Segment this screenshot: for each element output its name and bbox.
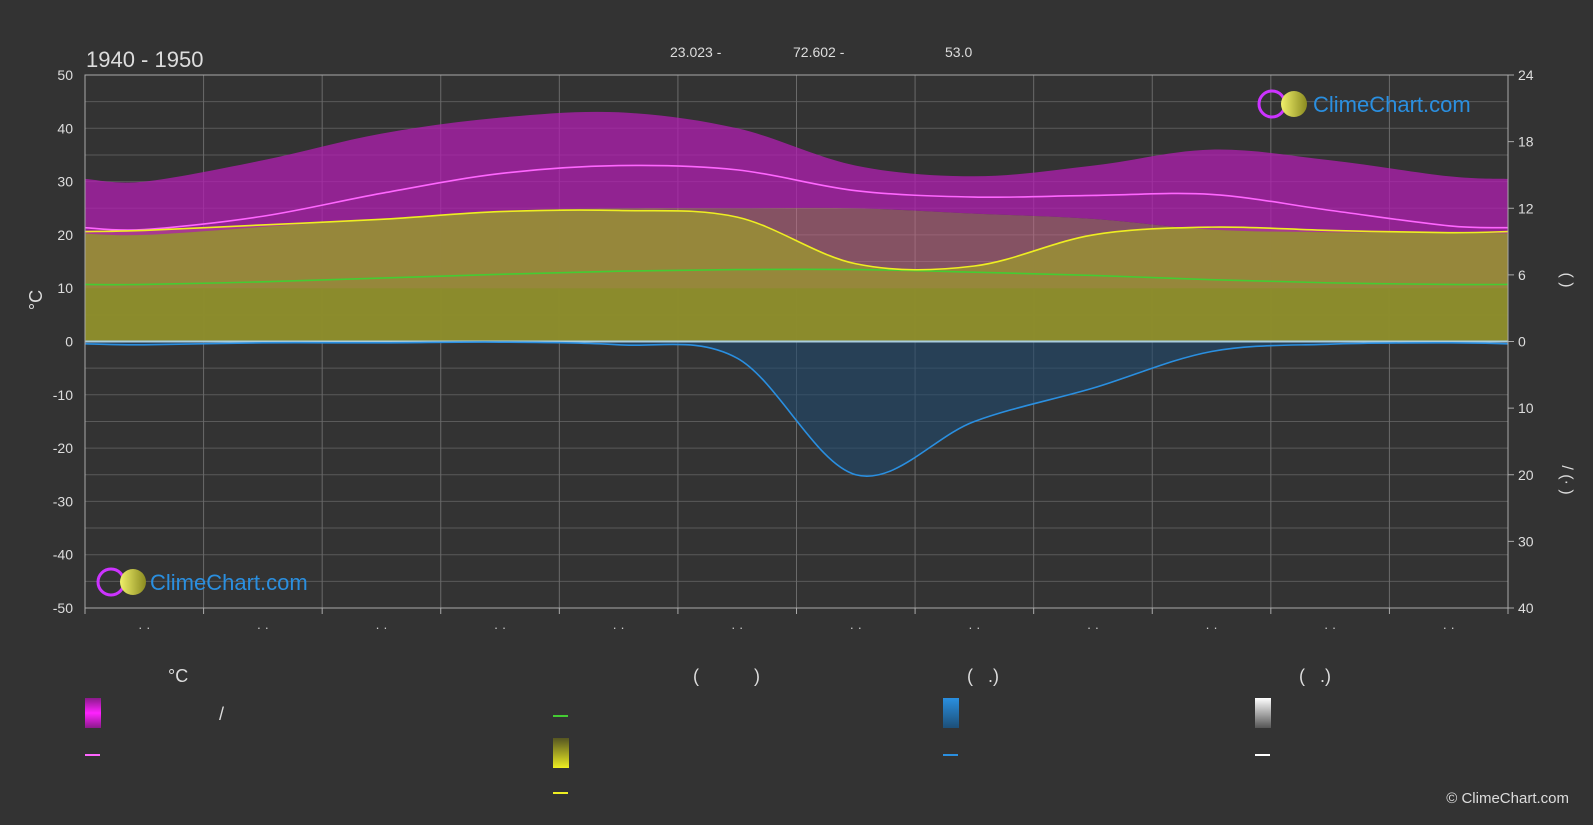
rain-area <box>85 341 1508 477</box>
legend-swatch-daylight-line <box>553 715 568 717</box>
max-temp-line <box>84 164 1509 231</box>
right-top-tick-label: 12 <box>1518 200 1534 216</box>
x-tick-label: · · <box>1087 620 1099 635</box>
header-value-2: 72.602 - <box>793 44 845 60</box>
left-tick-label: 40 <box>57 120 73 136</box>
legend-header-rain: ( .) <box>967 666 999 686</box>
legend-header-temperature: °C <box>168 666 189 686</box>
left-tick-label: 50 <box>57 67 73 83</box>
x-tick-label: · · <box>968 620 980 635</box>
x-tick-label: · · <box>731 620 743 635</box>
logo-top-right[interactable]: ClimeChart.com <box>1257 89 1471 119</box>
left-tick-label: -40 <box>53 547 73 563</box>
sunshine-line <box>84 209 1509 271</box>
logo-bottom-left[interactable]: ClimeChart.com <box>96 567 308 597</box>
right-axis-bottom-label: / (· ) <box>1558 465 1575 494</box>
left-tick-label: -20 <box>53 440 73 456</box>
legend-header-snow: ( .) <box>1299 666 1331 686</box>
logo-sun-icon <box>1281 91 1307 117</box>
rainfall-line <box>84 341 1509 477</box>
legend-swatch-snow-line <box>1255 754 1270 756</box>
legend-swatch-sunshine <box>553 738 569 768</box>
x-tick-label: · · <box>257 620 269 635</box>
left-tick-label: -30 <box>53 493 73 509</box>
logo-text: ClimeChart.com <box>1313 92 1471 117</box>
temp-range-area <box>85 111 1508 236</box>
daylight-line <box>84 268 1509 286</box>
right-top-tick-label: 18 <box>1518 134 1534 150</box>
x-tick-label: · · <box>1205 620 1217 635</box>
right-bottom-tick-label: 30 <box>1518 533 1534 549</box>
left-tick-label: 0 <box>65 334 73 350</box>
left-tick-label: 30 <box>57 174 73 190</box>
legend-swatch-rain <box>943 698 959 728</box>
climate-chart: 50 40 30 20 10 0 -10 -20 -30 -40 -50 24 18 12 6 0 10 20 30… <box>26 44 1575 635</box>
left-tick-label: 10 <box>57 280 73 296</box>
legend-swatch-snow <box>1255 698 1271 728</box>
left-axis-label: °C <box>26 290 46 310</box>
legend-swatch-max-temp-line <box>85 754 100 756</box>
left-tick-label: 20 <box>57 227 73 243</box>
x-tick-label: · · <box>850 620 862 635</box>
right-top-tick-label: 0 <box>1518 334 1526 350</box>
x-tick-label: · · <box>1324 620 1336 635</box>
x-tick-label: · · <box>612 620 624 635</box>
legend-slash: / <box>219 704 225 724</box>
right-bottom-tick-label: 10 <box>1518 400 1534 416</box>
legend-swatch-temp-range <box>85 698 101 728</box>
logo-sun-icon <box>120 569 146 595</box>
x-tick-label: · · <box>375 620 387 635</box>
left-tick-label: -50 <box>53 600 73 616</box>
right-bottom-tick-label: 40 <box>1518 600 1534 616</box>
right-top-tick-label: 24 <box>1518 67 1534 83</box>
x-tick-label: · · <box>494 620 506 635</box>
legend-header-sun: ( ) <box>693 666 760 686</box>
right-top-tick-label: 6 <box>1518 267 1526 283</box>
header-value-1: 23.023 - <box>670 44 722 60</box>
legend-swatch-rain-line <box>943 754 958 756</box>
left-tick-label: -10 <box>53 387 73 403</box>
header-value-3: 53.0 <box>945 44 972 60</box>
legend-swatch-sunshine-line <box>553 792 568 794</box>
copyright: © ClimeChart.com <box>1446 790 1569 807</box>
x-tick-label: · · <box>138 620 150 635</box>
chart-title: 1940 - 1950 <box>86 47 203 72</box>
x-tick-label: · · <box>1443 620 1455 635</box>
logo-text: ClimeChart.com <box>150 570 308 595</box>
right-axis-top-label: ( ) <box>1558 272 1575 287</box>
right-bottom-tick-label: 20 <box>1518 467 1534 483</box>
sunshine-area-overlay <box>85 210 1508 342</box>
